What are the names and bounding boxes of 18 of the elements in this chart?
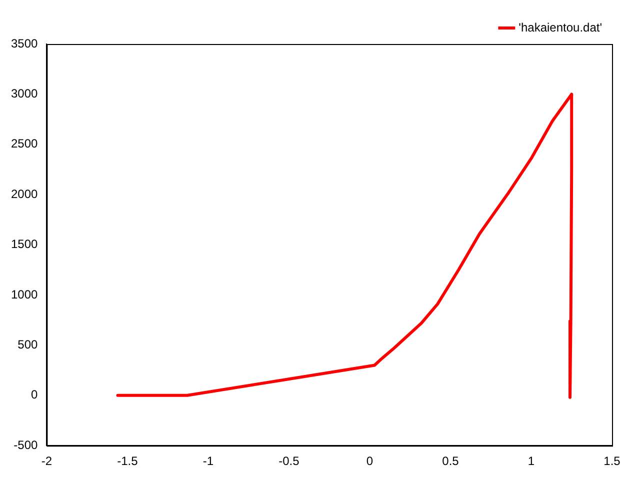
- y-tick-label: 3500: [10, 36, 38, 50]
- y-tick-label: 2500: [10, 136, 38, 151]
- x-tick-label: 0: [366, 454, 374, 468]
- y-tick-label: 1000: [10, 287, 38, 302]
- y-tick-label: 1500: [10, 237, 38, 252]
- y-tick-label: 0: [31, 388, 38, 402]
- x-tick-label: 0.5: [442, 454, 460, 468]
- x-tick-label: -1: [202, 454, 214, 468]
- y-tick-label: 3000: [10, 86, 38, 101]
- y-tick-label: -500: [14, 438, 38, 452]
- x-tick-label: -2: [41, 454, 52, 468]
- x-tick-label: -1.5: [117, 454, 138, 468]
- x-tick-label: 1.5: [604, 454, 621, 468]
- x-tick-label: 1: [528, 454, 535, 468]
- legend-label: 'hakaientou.dat': [518, 20, 602, 34]
- y-tick-label: 500: [18, 338, 38, 352]
- y-tick-label: 2000: [10, 186, 38, 201]
- x-tick-label: -0.5: [278, 454, 300, 468]
